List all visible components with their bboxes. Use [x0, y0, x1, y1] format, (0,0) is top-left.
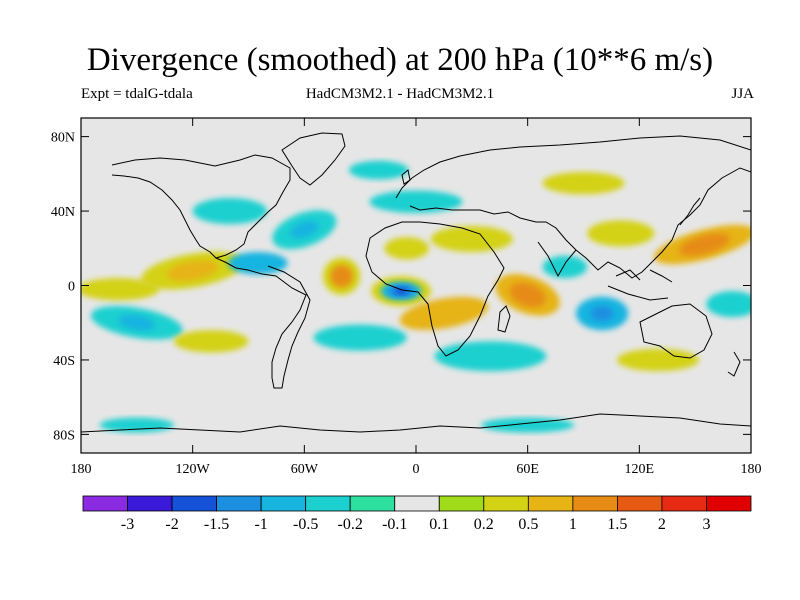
experiment-label: Expt = tdalG-tdala: [81, 86, 193, 102]
colorbar-label: 1.5: [607, 516, 627, 533]
field-blob: [118, 314, 156, 331]
field-blob: [349, 160, 409, 180]
field-blob: [384, 237, 430, 260]
field-blob: [313, 324, 407, 351]
colorbar-swatch: [527, 495, 574, 512]
field-blob: [542, 171, 625, 195]
divergence-field: [81, 160, 751, 433]
colorbar-label: 0.5: [518, 516, 538, 533]
coastline-antarctica: [81, 413, 751, 433]
colorbar-swatch: [260, 495, 307, 512]
field-blob: [394, 287, 408, 295]
coastline-madagascar: [497, 305, 511, 333]
coastline-british-isles: [401, 169, 411, 185]
lon-tick-label: 120E: [625, 462, 655, 477]
colorbar-label: -1: [254, 516, 267, 533]
coastline-india: [537, 241, 577, 278]
coastline-new-zealand: [727, 351, 741, 377]
field-blob: [430, 225, 513, 253]
field-blob: [192, 198, 268, 225]
plot-title: Divergence (smoothed) at 200 hPa (10**6 …: [86, 42, 714, 78]
colorbar-label: 0.2: [474, 516, 494, 533]
colorbar: -3 -2 -1.5 -1 -0.5 -0.2 -0.1 0.1 0.2 0.5 1 1.5 2 3: [82, 495, 752, 533]
coastlines: [81, 132, 751, 433]
colorbar-label: -3: [121, 516, 134, 533]
colorbar-swatch: [127, 495, 173, 512]
lon-tick-label: 60E: [516, 462, 539, 477]
coastline-greenland: [281, 132, 346, 186]
coastline-north-america: [111, 154, 291, 259]
field-blob: [679, 233, 730, 256]
colorbar-label: 0.1: [429, 516, 449, 533]
lat-tick-label: 40S: [53, 354, 75, 369]
lon-tick-label: 60W: [291, 462, 319, 477]
field-blob: [590, 305, 614, 321]
colorbar-swatch: [171, 495, 217, 512]
season-label: JJA: [731, 86, 754, 102]
colorbar-label: -0.5: [293, 516, 318, 533]
colorbar-label: 1: [569, 516, 577, 533]
coastline-south-america: [215, 257, 311, 389]
coastline-japan: [679, 197, 701, 226]
field-blob: [81, 278, 160, 301]
colorbar-swatch: [216, 495, 262, 512]
field-blob: [228, 251, 288, 275]
coastline-africa: [365, 221, 505, 357]
field-blob: [434, 341, 547, 372]
lon-tick-label: 0: [413, 462, 420, 477]
coastline-eurasia: [395, 135, 751, 279]
coastline-indonesia: [607, 269, 673, 301]
field-blob: [174, 330, 249, 353]
lat-tick-label: 40N: [51, 205, 75, 220]
coastline-australia: [639, 303, 713, 359]
colorbar-swatch: [82, 495, 128, 512]
lat-tick-label: 80N: [51, 131, 75, 146]
field-blob: [99, 417, 175, 433]
lon-tick-label: 180: [71, 462, 92, 477]
colorbar-swatch: [394, 495, 440, 512]
field-blob: [617, 348, 699, 372]
colorbar-swatch: [483, 495, 529, 512]
field-blob: [330, 265, 353, 288]
colorbar-swatch: [305, 495, 351, 512]
colorbar-label: 3: [702, 516, 710, 533]
field-blob: [290, 221, 319, 239]
colorbar-swatch: [706, 495, 752, 512]
lat-tick-label: 0: [68, 280, 75, 295]
lat-tick-label: 80S: [53, 428, 75, 443]
field-blob: [706, 291, 751, 318]
colorbar-label: -1.5: [204, 516, 229, 533]
colorbar-swatch: [349, 495, 396, 512]
colorbar-label: -2: [165, 516, 178, 533]
colorbar-swatch: [661, 495, 707, 512]
colorbar-label: 2: [658, 516, 666, 533]
colorbar-swatch: [438, 495, 485, 512]
field-blob: [166, 260, 219, 281]
field-blob: [587, 220, 655, 247]
model-label: HadCM3M2.1 - HadCM3M2.1: [305, 86, 495, 102]
colorbar-label: -0.2: [338, 516, 363, 533]
colorbar-swatch: [617, 495, 663, 512]
colorbar-swatch: [572, 495, 618, 512]
field-blob: [542, 255, 588, 279]
lon-tick-label: 120W: [176, 462, 211, 477]
axis-ticks: 80N 40N 0 40S 80S 180 120W 60W 0 60E 120E 180: [51, 118, 762, 477]
lon-tick-label: 180: [741, 462, 762, 477]
field-blob: [399, 296, 488, 331]
field-blob: [509, 282, 546, 308]
field-blob: [369, 190, 463, 213]
colorbar-label: -0.1: [382, 516, 407, 533]
